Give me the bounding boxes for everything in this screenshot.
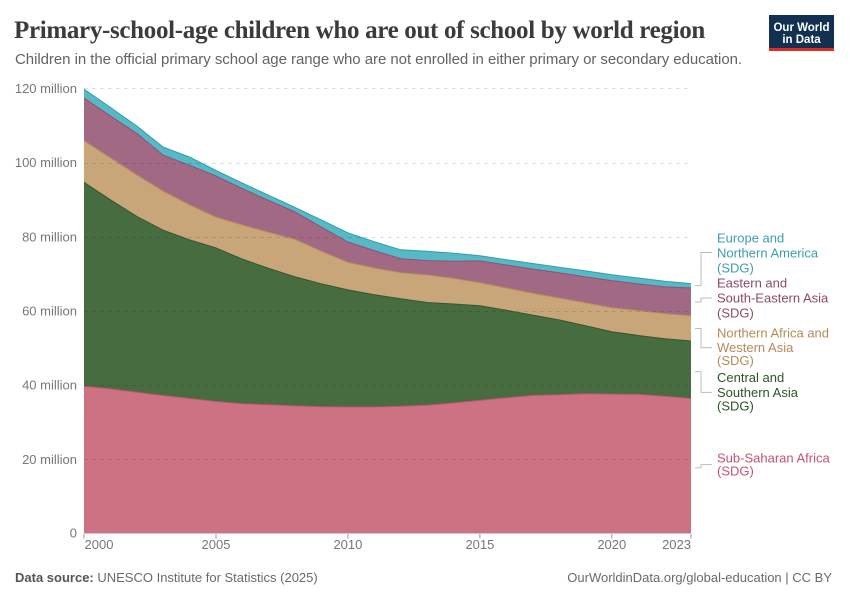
svg-text:2005: 2005: [202, 537, 231, 552]
svg-text:2010: 2010: [333, 537, 362, 552]
svg-text:Central and: Central and: [717, 370, 784, 385]
svg-text:Northern America: Northern America: [717, 246, 819, 261]
svg-text:(SDG): (SDG): [717, 353, 754, 368]
svg-text:40 million: 40 million: [22, 378, 77, 393]
svg-text:0: 0: [70, 526, 77, 541]
svg-text:Northern Africa and: Northern Africa and: [717, 325, 829, 340]
svg-text:Sub-Saharan Africa: Sub-Saharan Africa: [717, 451, 831, 466]
svg-text:Western Asia: Western Asia: [717, 340, 794, 355]
svg-text:(SDG): (SDG): [717, 398, 754, 413]
svg-text:Eastern and: Eastern and: [717, 275, 787, 290]
svg-text:(SDG): (SDG): [717, 305, 754, 320]
svg-text:120 million: 120 million: [15, 81, 77, 96]
svg-text:2000: 2000: [85, 537, 114, 552]
svg-text:80 million: 80 million: [22, 229, 77, 244]
svg-text:2023: 2023: [662, 537, 691, 552]
svg-text:20 million: 20 million: [22, 452, 77, 467]
svg-text:(SDG): (SDG): [717, 464, 754, 479]
svg-text:2020: 2020: [597, 537, 626, 552]
svg-text:South-Eastern Asia: South-Eastern Asia: [717, 291, 829, 306]
svg-text:60 million: 60 million: [22, 304, 77, 319]
svg-text:Southern Asia: Southern Asia: [717, 385, 799, 400]
svg-text:(SDG): (SDG): [717, 261, 754, 276]
svg-text:Europe and: Europe and: [717, 230, 784, 245]
svg-text:2015: 2015: [465, 537, 494, 552]
svg-text:100 million: 100 million: [15, 155, 77, 170]
